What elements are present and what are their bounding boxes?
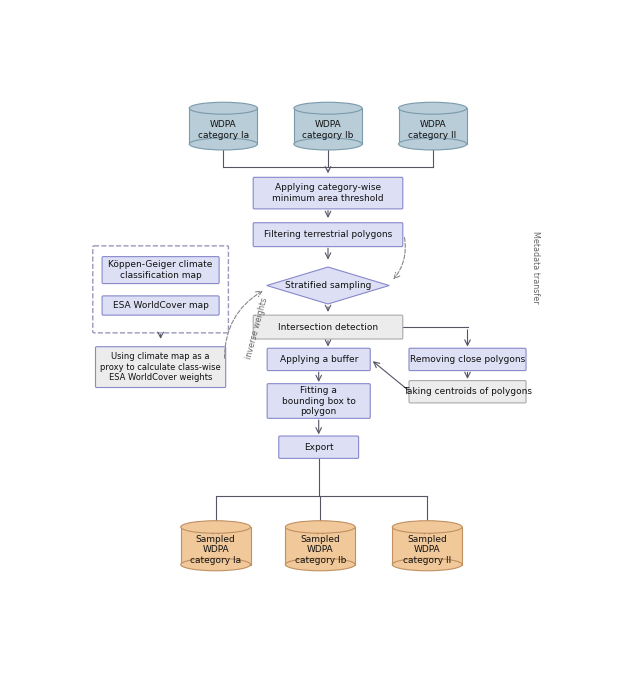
Ellipse shape [294,102,362,114]
Text: Metadata transfer: Metadata transfer [531,231,540,304]
Ellipse shape [285,558,355,571]
FancyBboxPatch shape [267,384,370,418]
Text: Fitting a
bounding box to
polygon: Fitting a bounding box to polygon [282,386,356,416]
Bar [180,527,250,565]
Text: Applying category-wise
minimum area threshold: Applying category-wise minimum area thre… [272,184,384,203]
FancyBboxPatch shape [279,436,358,459]
Text: Sampled
WDPA
category II: Sampled WDPA category II [403,535,451,565]
Text: Sampled
WDPA
category Ia: Sampled WDPA category Ia [190,535,241,565]
Bar [294,108,362,144]
Text: Taking centroids of polygons: Taking centroids of polygons [403,387,532,396]
Text: WDPA
category Ia: WDPA category Ia [198,120,249,140]
Ellipse shape [180,558,250,571]
Text: Intersection detection: Intersection detection [278,322,378,332]
Text: WDPA
category Ib: WDPA category Ib [302,120,354,140]
Bar [399,108,467,144]
Text: Export: Export [304,443,333,452]
FancyBboxPatch shape [102,296,219,315]
Text: ESA WorldCover map: ESA WorldCover map [113,301,209,310]
Text: Applying a buffer: Applying a buffer [280,355,358,364]
Polygon shape [267,267,389,304]
FancyBboxPatch shape [102,257,219,283]
Ellipse shape [189,102,257,114]
Bar [392,527,462,565]
Ellipse shape [294,138,362,150]
FancyBboxPatch shape [253,177,403,209]
Text: Köppen-Geiger climate
classification map: Köppen-Geiger climate classification map [108,260,212,280]
Text: WDPA
category II: WDPA category II [408,120,457,140]
Ellipse shape [392,558,462,571]
Ellipse shape [180,521,250,533]
Ellipse shape [399,138,467,150]
Text: Stratified sampling: Stratified sampling [285,281,371,290]
Text: Using climate map as a
proxy to calculate class-wise
ESA WorldCover weights: Using climate map as a proxy to calculat… [100,352,221,382]
FancyBboxPatch shape [409,380,526,403]
Ellipse shape [285,521,355,533]
FancyBboxPatch shape [253,315,403,339]
FancyBboxPatch shape [267,348,370,371]
Text: Sampled
WDPA
category Ib: Sampled WDPA category Ib [294,535,346,565]
FancyBboxPatch shape [95,347,226,387]
FancyBboxPatch shape [409,348,526,371]
Ellipse shape [189,138,257,150]
Bar [285,527,355,565]
Text: Filtering terrestrial polygons: Filtering terrestrial polygons [264,230,392,239]
Bar [189,108,257,144]
Ellipse shape [392,521,462,533]
Text: Removing close polygons: Removing close polygons [410,355,525,364]
Ellipse shape [399,102,467,114]
FancyBboxPatch shape [253,223,403,246]
Text: inverse weights: inverse weights [244,297,269,360]
